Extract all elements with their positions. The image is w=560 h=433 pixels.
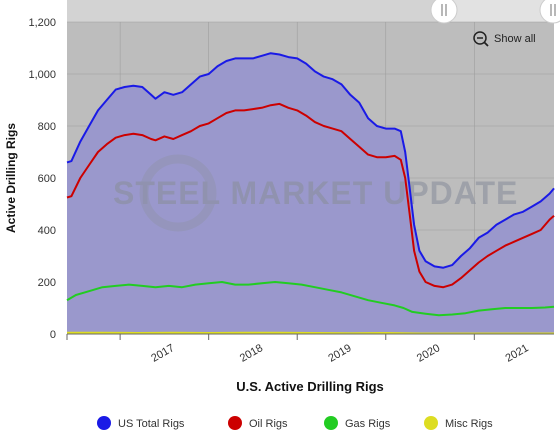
legend-marker	[228, 416, 242, 430]
series-line-oil-rigs	[66, 102, 555, 289]
legend-marker	[324, 416, 338, 430]
show-all-button[interactable]: Show all	[473, 31, 536, 47]
show-all-label: Show all	[494, 33, 536, 45]
legend-label: Misc Rigs	[445, 418, 493, 430]
y-tick-label: 600	[38, 173, 56, 185]
y-axis-label: Active Drilling Rigs	[4, 123, 18, 233]
x-axis-label: U.S. Active Drilling Rigs	[236, 379, 384, 394]
x-axis-ticks: 2017 2018 2019 2020 2021	[66, 334, 531, 365]
area-total-rigs	[67, 53, 554, 334]
area-series	[67, 53, 554, 334]
legend[interactable]: US Total Rigs Oil Rigs Gas Rigs Misc Rigs	[97, 416, 493, 430]
y-tick-label: 1,000	[28, 69, 56, 81]
legend-label: Oil Rigs	[249, 418, 288, 430]
y-tick-label: 800	[38, 121, 56, 133]
legend-label: Gas Rigs	[345, 418, 391, 430]
legend-item-us-total-rigs[interactable]: US Total Rigs	[97, 416, 185, 430]
x-tick-label: 2020	[415, 342, 442, 365]
x-tick-label: 2019	[326, 342, 353, 365]
zoom-out-icon	[473, 31, 487, 45]
legend-item-gas-rigs[interactable]: Gas Rigs	[324, 416, 391, 430]
watermark: STEEL MARKET UPDATE	[113, 154, 518, 232]
x-tick-label: 2021	[503, 342, 530, 365]
x-tick-label: 2017	[149, 342, 176, 365]
series-line-misc-rigs	[67, 331, 554, 335]
series-line-us-total-rigs	[66, 52, 555, 269]
y-axis-ticks: 0 200 400 600 800 1,000 1,200	[28, 17, 56, 341]
series-line-gas-rigs	[66, 281, 555, 317]
legend-marker	[97, 416, 111, 430]
navigator-handle-left[interactable]	[430, 0, 458, 24]
legend-item-oil-rigs[interactable]: Oil Rigs	[228, 416, 288, 430]
y-tick-label: 200	[38, 277, 56, 289]
legend-item-misc-rigs[interactable]: Misc Rigs	[424, 416, 493, 430]
navigator-handle-right[interactable]	[539, 0, 560, 24]
y-tick-label: 1,200	[28, 17, 56, 29]
navigator-bar[interactable]	[67, 0, 554, 22]
y-tick-label: 0	[50, 329, 56, 341]
x-tick-label: 2018	[238, 342, 265, 365]
legend-marker	[424, 416, 438, 430]
y-tick-label: 400	[38, 225, 56, 237]
series-lines	[66, 52, 555, 335]
watermark-text: STEEL MARKET UPDATE	[113, 175, 518, 211]
legend-label: US Total Rigs	[118, 418, 185, 430]
